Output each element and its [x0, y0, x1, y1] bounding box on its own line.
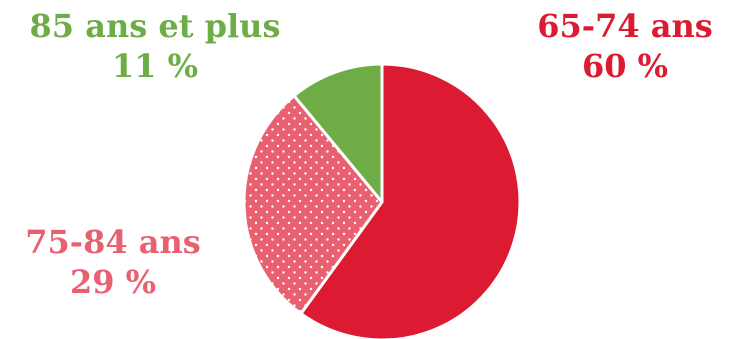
slice-label-text: 65-74 ans	[537, 7, 713, 45]
slice-label-75-84: 75-84 ans 29 %	[8, 222, 218, 302]
slice-label-text: 85 ans et plus	[29, 7, 281, 45]
slice-label-text: 75-84 ans	[25, 223, 201, 261]
slice-value-text: 60 %	[581, 47, 669, 85]
slice-label-85-plus: 85 ans et plus 11 %	[5, 6, 305, 86]
slice-value-text: 29 %	[69, 263, 157, 301]
pie-slice-75-84-ans	[242, 94, 384, 316]
slice-value-text: 11 %	[111, 47, 199, 85]
pie-slice-85-ans-et-plus	[292, 62, 384, 204]
pie-slices	[242, 62, 522, 339]
pie-slice-65-74-ans	[299, 62, 522, 339]
slice-label-65-74: 65-74 ans 60 %	[525, 6, 725, 86]
